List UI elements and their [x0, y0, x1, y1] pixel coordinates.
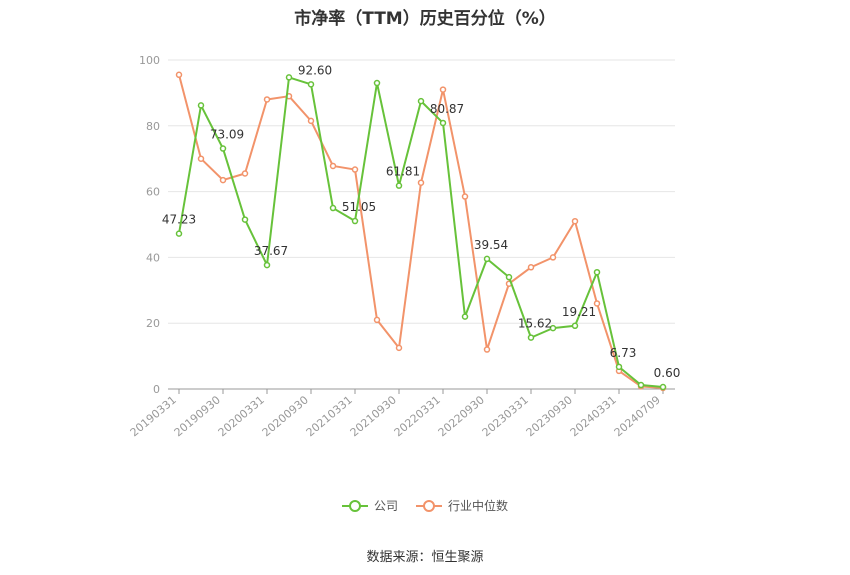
x-tick-label: 20200331 [216, 393, 267, 439]
data-point-industry [395, 344, 403, 352]
data-label: 15.62 [518, 317, 552, 331]
x-tick-label: 20220331 [392, 393, 443, 439]
x-tick-label: 20190930 [172, 393, 223, 439]
data-label: 80.87 [430, 102, 464, 116]
data-point-company [659, 383, 667, 391]
data-point-company [263, 261, 271, 269]
y-tick-label: 40 [146, 251, 160, 264]
data-point-company [461, 313, 469, 320]
chart-title: 市净率（TTM）历史百分位（%） [294, 9, 556, 29]
data-point-company [175, 230, 183, 237]
x-tick-label: 20240331 [568, 393, 619, 439]
data-point-company [219, 145, 227, 152]
y-tick-label: 100 [139, 54, 160, 67]
data-point-company [527, 334, 535, 341]
data-point-industry [351, 166, 359, 173]
data-point-industry [483, 346, 491, 353]
x-tick-label: 20210930 [348, 393, 399, 439]
data-label: 51.05 [342, 200, 376, 214]
data-point-company [549, 324, 557, 332]
data-point-industry [329, 162, 337, 170]
data-point-industry [241, 170, 249, 177]
data-point-industry [373, 316, 381, 324]
data-point-industry [549, 254, 557, 261]
legend-item-company[interactable]: 公司 [341, 497, 398, 514]
data-label: 0.60 [654, 366, 681, 380]
legend-label-industry: 行业中位数 [448, 499, 509, 513]
data-point-company [593, 268, 601, 276]
data-labels: 47.23 73.09 37.67 92.60 51.05 61.81 80.87 39.54… [162, 63, 681, 380]
legend-swatch-industry [416, 499, 442, 513]
legend-label-company: 公司 [373, 499, 398, 513]
data-label: 47.23 [162, 213, 196, 227]
x-tick-label: 20230930 [524, 393, 575, 439]
x-tick-label: 20200930 [260, 393, 311, 439]
data-label: 92.60 [298, 63, 332, 77]
data-point-company [329, 204, 337, 212]
x-tick-label: 20210331 [304, 393, 355, 439]
y-tick-label: 0 [153, 383, 160, 396]
series-layer [175, 71, 667, 392]
data-point-industry [175, 71, 183, 79]
data-label: 37.67 [254, 244, 288, 258]
data-point-industry [263, 96, 271, 103]
legend-swatch-company [341, 499, 368, 513]
data-source: 数据来源：恒生聚源 [366, 550, 484, 565]
x-tick-label: 20240709 [612, 393, 663, 439]
x-tick-label: 20220930 [436, 393, 487, 439]
data-point-company [373, 79, 381, 87]
data-point-company [571, 322, 579, 330]
legend-item-industry[interactable]: 行业中位数 [416, 497, 508, 514]
data-point-industry [307, 117, 315, 125]
x-tick-label: 20190331 [128, 393, 179, 439]
data-point-company [417, 97, 425, 105]
data-point-company [285, 74, 293, 81]
data-point-industry [197, 155, 205, 162]
legend: 公司 行业中位数 [0, 497, 850, 514]
data-label: 73.09 [210, 128, 244, 142]
data-point-industry [527, 264, 535, 271]
data-point-company [505, 273, 513, 281]
data-point-industry [417, 179, 425, 186]
grid [168, 59, 675, 324]
y-tick-label: 20 [146, 317, 160, 330]
data-point-industry [219, 176, 227, 184]
data-point-industry [461, 193, 469, 200]
data-point-company [307, 81, 315, 88]
y-tick-label: 60 [146, 186, 160, 199]
x-tick-label: 20230331 [480, 393, 531, 439]
data-label: 6.73 [610, 346, 637, 360]
data-point-industry [593, 300, 601, 307]
data-point-company [197, 102, 205, 109]
data-label: 19.21 [562, 305, 596, 319]
y-tick-label: 80 [146, 120, 160, 133]
data-label: 39.54 [474, 238, 508, 252]
data-point-company [637, 381, 645, 389]
axes: 0 20 40 60 80 100 2019033120190930202003312020… [128, 54, 675, 439]
data-point-company [351, 217, 359, 225]
data-point-company [439, 119, 447, 127]
data-point-company [483, 255, 491, 263]
data-point-company [241, 216, 249, 223]
data-label: 61.81 [386, 165, 420, 179]
series-line-company [178, 76, 664, 389]
data-point-industry [571, 217, 579, 225]
data-point-company [615, 363, 623, 371]
data-point-industry [439, 86, 447, 93]
data-point-company [395, 182, 403, 189]
